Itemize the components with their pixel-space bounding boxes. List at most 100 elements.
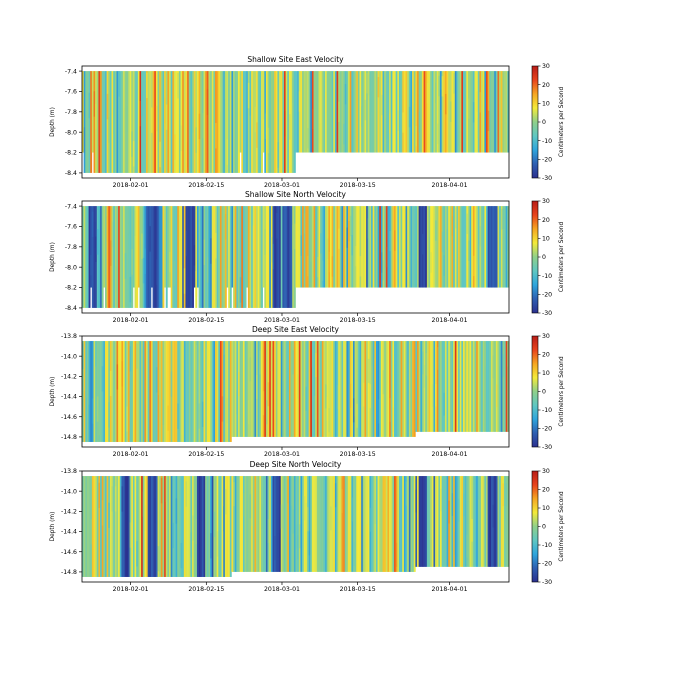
heatmap-cell [132, 141, 135, 167]
heatmap-cell [382, 260, 385, 281]
heatmap-column [403, 476, 406, 572]
panel-1: Shallow Site East Velocity -7.4 -7.6 -7.8 -8… [50, 55, 565, 189]
heatmap-column [279, 476, 282, 572]
heatmap-cell [444, 93, 447, 115]
heatmap-column [398, 71, 401, 153]
heatmap-column [83, 71, 86, 173]
colorbar: 30 20 10 0 -10 -20 -30 Centimeters per Second [531, 333, 565, 451]
heatmap-cell [162, 399, 165, 425]
heatmap-column [313, 341, 316, 437]
heatmap-cell [233, 482, 236, 507]
heatmap-column [169, 341, 171, 442]
heatmap-column [384, 341, 387, 437]
heatmap-cell [244, 539, 247, 564]
heatmap-column [256, 206, 259, 308]
heatmap-cell [371, 366, 373, 391]
panel-3: Deep Site East Velocity -13.8 -14.0 -14.2 -1… [50, 325, 565, 458]
heatmap-column [239, 206, 242, 308]
heatmap-cell [91, 211, 94, 238]
heatmap-column [433, 476, 436, 567]
heatmap-cell [507, 250, 510, 271]
heatmap-cell [218, 260, 221, 287]
heatmap-column [185, 71, 188, 173]
heatmap-cell [385, 246, 388, 268]
heatmap-column [379, 476, 382, 572]
heatmap-cell [443, 392, 446, 416]
heatmap-column [218, 341, 221, 442]
heatmap-column [357, 206, 360, 288]
heatmap-cell [472, 255, 475, 277]
heatmap [82, 341, 510, 442]
heatmap-column [359, 206, 362, 288]
heatmap-column [362, 476, 365, 572]
heatmap-column [275, 206, 278, 308]
heatmap-cell [198, 403, 201, 429]
heatmap-cell [415, 125, 418, 147]
heatmap-cell [279, 355, 282, 380]
heatmap-column [352, 206, 355, 288]
heatmap-column [403, 341, 406, 437]
heatmap-column [302, 206, 305, 288]
heatmap-column [352, 341, 355, 437]
heatmap-column [359, 476, 362, 572]
heatmap-column [119, 341, 122, 442]
heatmap-cell [195, 518, 198, 545]
y-tick-label: -14.0 [61, 488, 77, 495]
heatmap-column [359, 71, 362, 153]
heatmap-column [224, 206, 227, 308]
heatmap-column [484, 71, 487, 153]
heatmap-cell [300, 235, 303, 256]
heatmap-column [226, 206, 229, 288]
heatmap-column [486, 476, 488, 567]
heatmap-column [466, 476, 469, 567]
heatmap-column [497, 71, 500, 153]
heatmap-column [82, 341, 84, 442]
heatmap-cell [348, 221, 350, 242]
heatmap-column [448, 341, 451, 432]
heatmap-cell [374, 500, 377, 525]
heatmap-column [364, 341, 367, 437]
heatmap-cell [505, 483, 508, 507]
heatmap-cell [108, 117, 111, 143]
heatmap-column [155, 476, 158, 577]
heatmap-cell [180, 125, 183, 151]
heatmap-column [366, 476, 369, 572]
heatmap-column [269, 341, 272, 437]
heatmap-column [476, 341, 479, 432]
heatmap-column [453, 71, 456, 153]
heatmap-column [351, 341, 354, 437]
heatmap-column [454, 206, 457, 288]
heatmap-column [265, 476, 268, 572]
heatmap-column [417, 341, 419, 432]
heatmap-column [160, 206, 163, 308]
heatmap-column [481, 476, 484, 567]
heatmap-column [348, 71, 350, 153]
heatmap-column [175, 341, 178, 442]
heatmap-column [292, 341, 295, 437]
heatmap-column [96, 206, 99, 308]
heatmap-cell [321, 260, 324, 281]
heatmap-column [469, 341, 472, 432]
heatmap-column [219, 71, 222, 173]
heatmap-cell [196, 239, 199, 261]
heatmap-column [159, 341, 162, 442]
heatmap-cell [157, 369, 160, 396]
heatmap-column [440, 206, 442, 288]
heatmap-column [374, 71, 377, 153]
heatmap-cell [215, 232, 217, 259]
panel-2: Shallow Site North Velocity -7.4 -7.6 -7.8 -… [50, 190, 565, 324]
heatmap-cell [284, 111, 286, 137]
heatmap-column [374, 341, 377, 437]
heatmap-column [144, 71, 147, 173]
heatmap-column [257, 476, 260, 572]
heatmap-column [476, 206, 479, 288]
heatmap-column [88, 476, 91, 577]
heatmap-column [152, 341, 155, 442]
heatmap-column [389, 71, 392, 153]
heatmap-cell [267, 519, 270, 543]
heatmap-cell [272, 243, 275, 270]
heatmap-column [134, 476, 137, 577]
heatmap-cell [507, 343, 510, 367]
heatmap-column [371, 476, 373, 572]
heatmap-cell [316, 256, 319, 278]
